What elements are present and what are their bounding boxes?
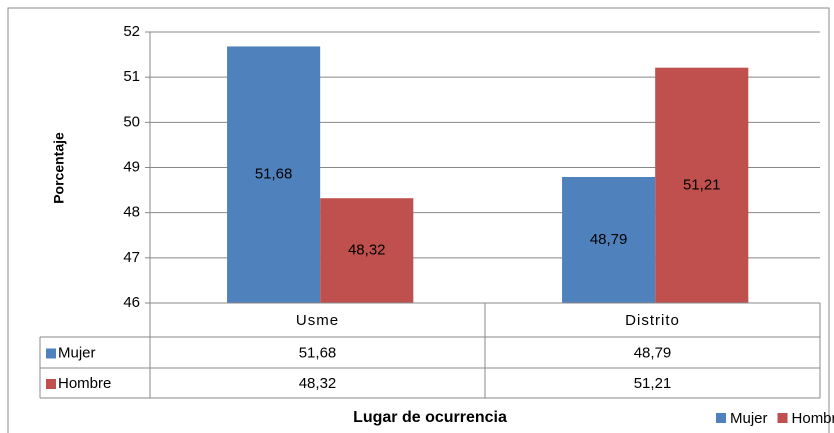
table-cell: 48,79	[634, 344, 672, 361]
y-tick-label: 51	[123, 68, 140, 85]
y-axis-label: Porcentaje	[51, 132, 67, 204]
bar	[562, 176, 656, 303]
table-cell: 48,32	[299, 375, 337, 392]
x-tick-label: Distrito	[625, 312, 680, 329]
table-legend-key	[46, 348, 56, 359]
table-legend-key	[46, 379, 56, 389]
legend-label: Hombre	[792, 410, 834, 427]
legend-key	[716, 413, 726, 423]
data-label: 51,21	[683, 176, 721, 193]
table-row-label: Hombre	[58, 375, 111, 392]
data-label: 51,68	[255, 166, 293, 183]
y-tick-label: 49	[123, 158, 140, 175]
y-tick-label: 48	[123, 204, 140, 221]
table-cell: 51,68	[299, 344, 337, 361]
y-tick-label: 47	[123, 249, 140, 266]
bar	[655, 67, 749, 303]
x-tick-label: Usme	[296, 312, 339, 329]
bar	[320, 198, 414, 303]
y-tick-label: 46	[123, 294, 140, 311]
table-cell: 51,21	[634, 375, 672, 392]
legend-key	[777, 413, 788, 423]
bar	[227, 46, 321, 303]
data-label: 48,79	[590, 231, 628, 248]
y-tick-label: 50	[123, 113, 140, 130]
y-tick-label: 52	[123, 23, 140, 40]
legend-label: Mujer	[730, 410, 768, 427]
x-axis-label: Lugar de ocurrencia	[353, 409, 507, 426]
data-label: 48,32	[348, 242, 386, 259]
table-row-label: Mujer	[58, 344, 96, 361]
